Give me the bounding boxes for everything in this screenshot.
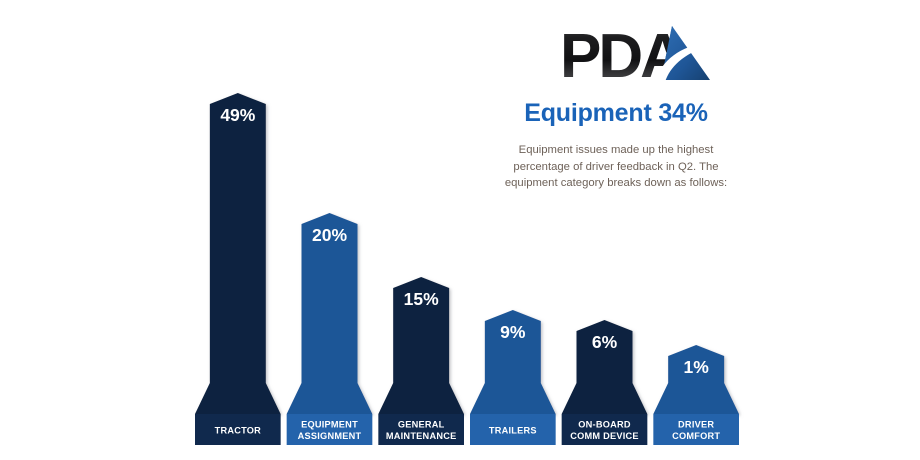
pda-logo: PDA <box>560 24 712 82</box>
pda-logo-svg: PDA <box>560 24 712 82</box>
bar-category-label: MAINTENANCE <box>386 431 457 441</box>
bar-value-label: 1% <box>684 357 710 377</box>
logo-swoosh-curve-front <box>654 42 708 82</box>
bar-category-label: TRAILERS <box>489 426 537 436</box>
bar-shape[interactable] <box>561 320 648 414</box>
bar-value-label: 15% <box>404 289 439 309</box>
bar-category-label: GENERAL <box>398 420 445 430</box>
description-text: Equipment issues made up the highest per… <box>504 144 728 189</box>
bar-category-label: COMM DEVICE <box>570 431 639 441</box>
info-panel: PDA Equipment 34% Equipment issues made … <box>490 18 910 198</box>
page-title: Equipment 34% <box>524 99 708 127</box>
bar-category-label: COMFORT <box>672 431 720 441</box>
bar-label-box[interactable] <box>653 414 739 445</box>
bar-column[interactable]: 9% TRAILERS <box>470 310 556 445</box>
bar-column[interactable]: 49% TRACTOR <box>195 93 281 445</box>
bar-value-label: 49% <box>220 105 255 125</box>
bar-shape[interactable] <box>378 277 464 414</box>
bar-value-label: 9% <box>500 322 526 342</box>
bar-value-label: 20% <box>312 225 347 245</box>
bar-label-box[interactable] <box>470 414 556 445</box>
bar-category-label: ON-BOARD <box>578 420 631 430</box>
bar-category-label: EQUIPMENT <box>301 420 358 430</box>
bar-category-label: TRACTOR <box>215 426 262 436</box>
bar-category-label: DRIVER <box>678 420 714 430</box>
bar-label-box[interactable] <box>561 414 648 445</box>
bar-label-box[interactable] <box>378 414 464 445</box>
bar-shape[interactable] <box>470 310 556 414</box>
bar-shape[interactable] <box>195 93 281 414</box>
bar-category-label: ASSIGNMENT <box>298 431 362 441</box>
bar-shape[interactable] <box>653 345 739 414</box>
bar-value-label: 6% <box>592 332 618 352</box>
bar-label-box[interactable] <box>195 414 281 445</box>
bar-label-box[interactable] <box>286 414 373 445</box>
bar-shape[interactable] <box>286 213 373 414</box>
